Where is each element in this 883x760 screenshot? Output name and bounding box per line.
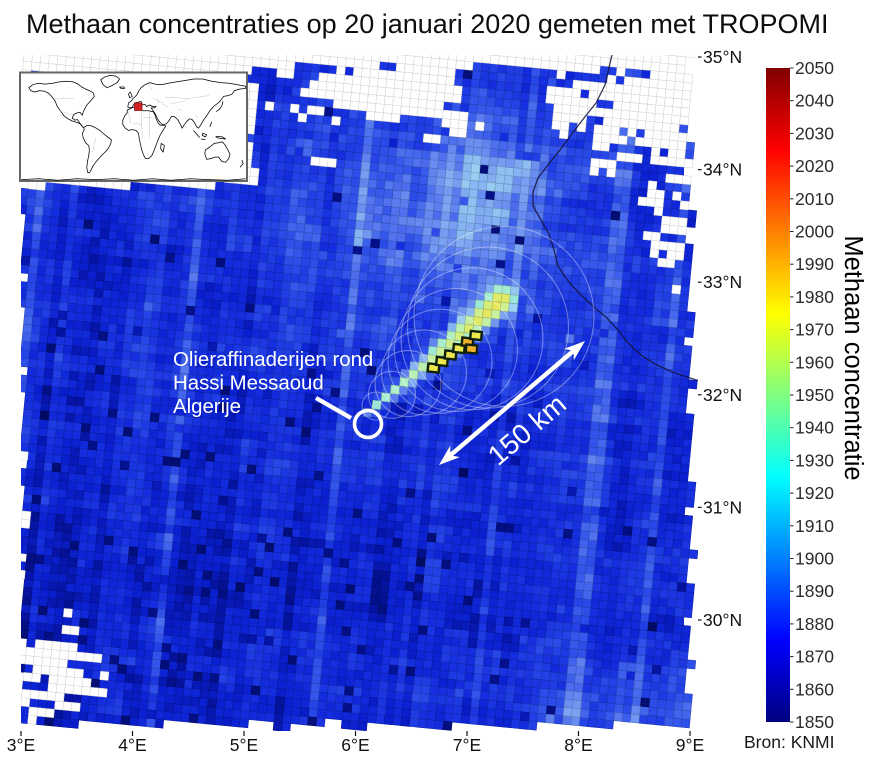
svg-text:1880: 1880	[795, 614, 834, 634]
svg-text:1850: 1850	[795, 712, 834, 732]
svg-text:2020: 2020	[795, 156, 834, 176]
svg-text:2040: 2040	[795, 91, 834, 111]
svg-text:6°E: 6°E	[341, 735, 369, 755]
svg-text:Olieraffinaderijen rond: Olieraffinaderijen rond	[173, 349, 373, 371]
svg-text:35°N: 35°N	[703, 47, 742, 67]
svg-text:1950: 1950	[795, 385, 834, 405]
svg-text:Methaan concentraties op 20 ja: Methaan concentraties op 20 januari 2020…	[26, 9, 828, 39]
svg-text:2030: 2030	[795, 123, 834, 143]
svg-text:2050: 2050	[795, 58, 834, 78]
svg-text:1920: 1920	[795, 483, 834, 503]
svg-text:2000: 2000	[795, 222, 834, 242]
svg-text:1930: 1930	[795, 450, 834, 470]
svg-text:5°E: 5°E	[230, 735, 258, 755]
svg-text:30°N: 30°N	[703, 610, 742, 630]
svg-text:1970: 1970	[795, 320, 834, 340]
svg-text:31°N: 31°N	[703, 497, 742, 517]
svg-text:33°N: 33°N	[703, 272, 742, 292]
svg-text:4°E: 4°E	[118, 735, 146, 755]
svg-text:1990: 1990	[795, 254, 834, 274]
svg-text:Bron: KNMI: Bron: KNMI	[744, 732, 834, 752]
svg-text:9°E: 9°E	[676, 735, 704, 755]
svg-text:7°E: 7°E	[453, 735, 481, 755]
svg-text:2010: 2010	[795, 189, 834, 209]
svg-text:32°N: 32°N	[703, 385, 742, 405]
svg-text:Algerije: Algerije	[173, 396, 241, 418]
svg-text:1870: 1870	[795, 647, 834, 667]
svg-text:8°E: 8°E	[564, 735, 592, 755]
svg-text:3°E: 3°E	[7, 735, 35, 755]
svg-text:1960: 1960	[795, 352, 834, 372]
svg-text:34°N: 34°N	[703, 160, 742, 180]
svg-text:1940: 1940	[795, 418, 834, 438]
svg-text:1980: 1980	[795, 287, 834, 307]
svg-text:1860: 1860	[795, 679, 834, 699]
svg-text:1910: 1910	[795, 516, 834, 536]
svg-text:Hassi Messaoud: Hassi Messaoud	[173, 373, 324, 395]
svg-text:1900: 1900	[795, 549, 834, 569]
svg-text:1890: 1890	[795, 581, 834, 601]
svg-text:Methaan concentratie: Methaan concentratie	[839, 235, 867, 480]
